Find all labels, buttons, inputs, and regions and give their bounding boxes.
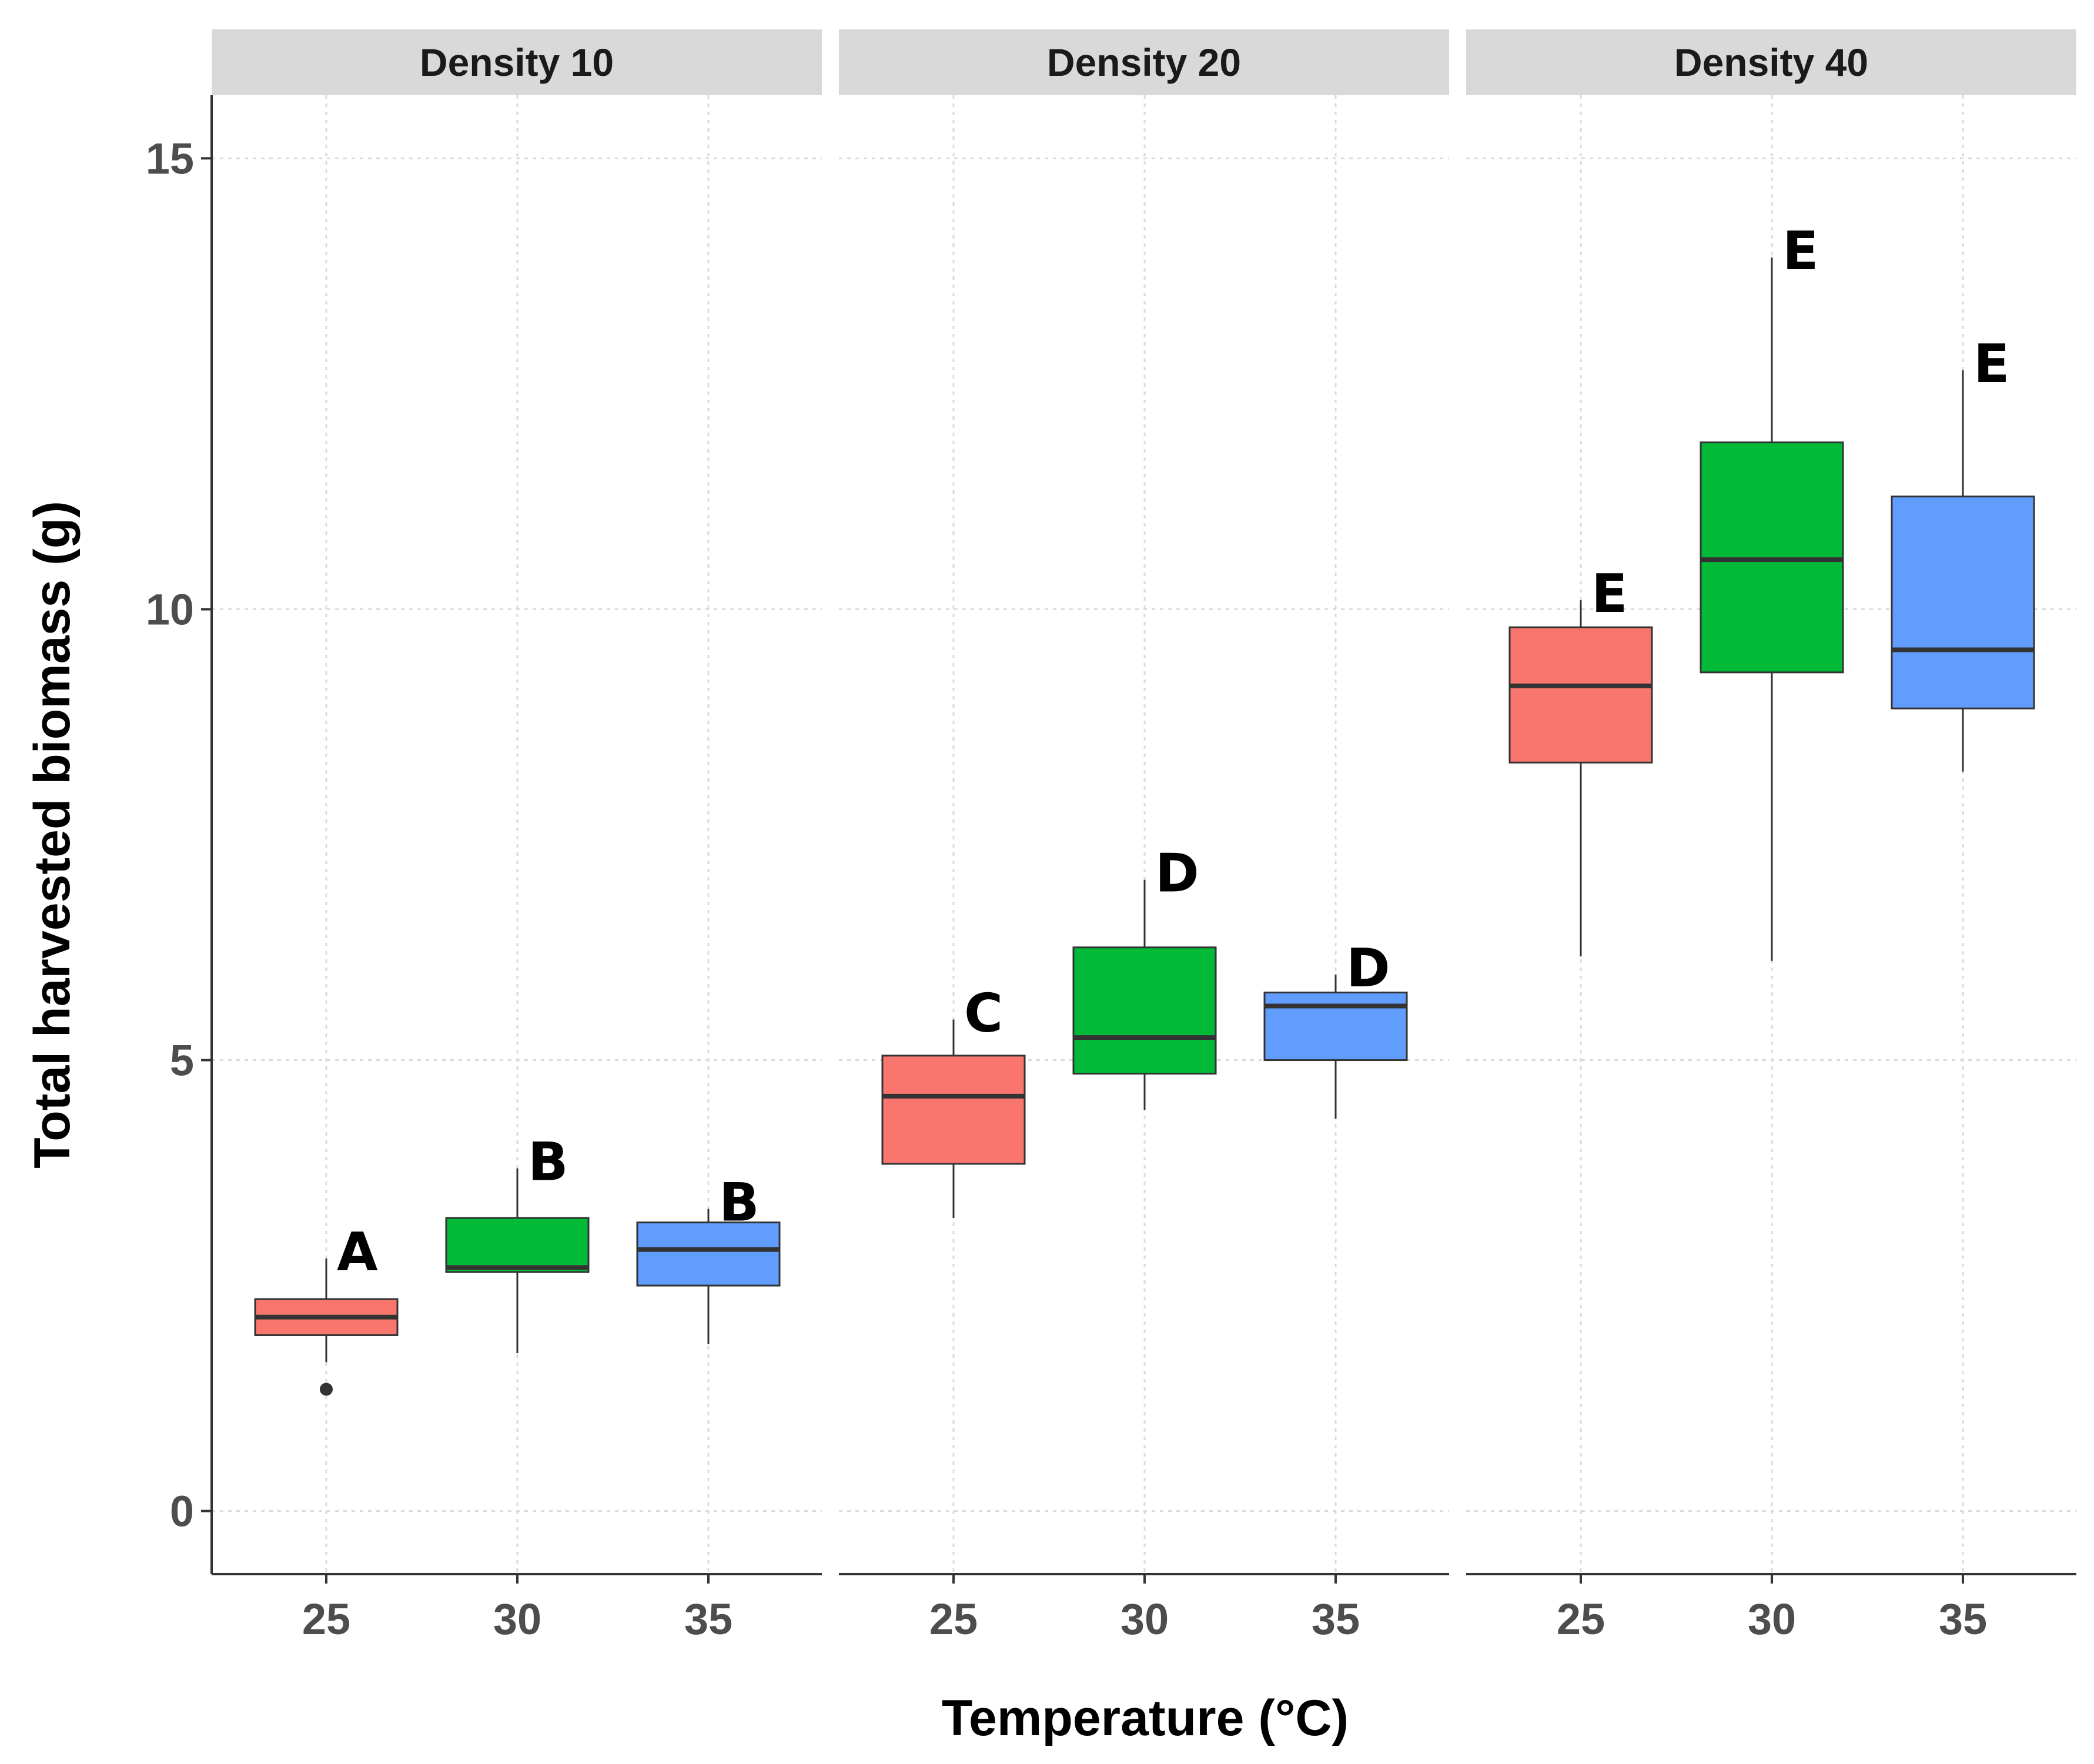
significance-letter: B [528,1132,568,1193]
significance-letter: A [337,1221,378,1283]
box-iqr [445,1217,590,1273]
facet-strip-label: Density 10 [420,41,614,84]
significance-letter: E [1973,333,2009,395]
facet-panel: Density 10 A 25 B 30 B 35 [210,29,822,1644]
x-tick-label: 30 [1120,1595,1169,1644]
outlier-point [320,1383,333,1396]
x-tick-label: 35 [684,1595,732,1644]
significance-letter: C [964,983,1003,1045]
significance-letter: E [1782,220,1818,282]
facet-strip-label: Density 20 [1047,41,1241,84]
significance-letter: D [1155,843,1199,905]
box-iqr [1508,626,1653,764]
x-tick-label: 30 [493,1595,541,1644]
box-group: B [445,1132,590,1354]
box-group: D [1263,938,1408,1119]
x-axis-title: Temperature (°C) [942,1690,1349,1746]
box-iqr [1891,496,2035,709]
box-group: C [881,983,1026,1219]
box-group: A [254,1221,399,1396]
facet-strip [212,29,822,95]
box-group: E [1891,333,2035,772]
facet-panel: Density 40 E 25 E 30 E 35 [1466,29,2076,1644]
y-axis-title: Total harvested biomass (g) [24,501,81,1169]
facet-strip-label: Density 40 [1674,41,1868,84]
y-tick-label: 0 [170,1487,194,1536]
x-tick-label: 35 [1939,1595,1987,1644]
y-tick-label: 10 [146,585,194,634]
significance-letter: D [1346,938,1390,999]
box-group: E [1700,220,1844,961]
x-tick-label: 25 [929,1595,978,1644]
box-iqr [1072,946,1217,1075]
x-tick-label: 30 [1748,1595,1796,1644]
box-iqr [881,1055,1026,1165]
y-tick-label: 5 [170,1036,194,1085]
significance-letter: B [719,1172,760,1234]
box-group: D [1072,843,1217,1110]
box-group: B [636,1172,781,1344]
facet-strip [1466,29,2076,95]
facet-strip [839,29,1449,95]
box-iqr [1263,991,1408,1062]
facet-panel: Density 20 C 25 D 30 D 35 [839,29,1449,1644]
x-tick-label: 25 [302,1595,350,1644]
box-group: E [1508,563,1653,957]
x-tick-label: 35 [1312,1595,1360,1644]
significance-letter: E [1591,563,1627,625]
box-iqr [636,1221,781,1287]
y-tick-label: 15 [146,134,194,183]
x-tick-label: 25 [1557,1595,1605,1644]
